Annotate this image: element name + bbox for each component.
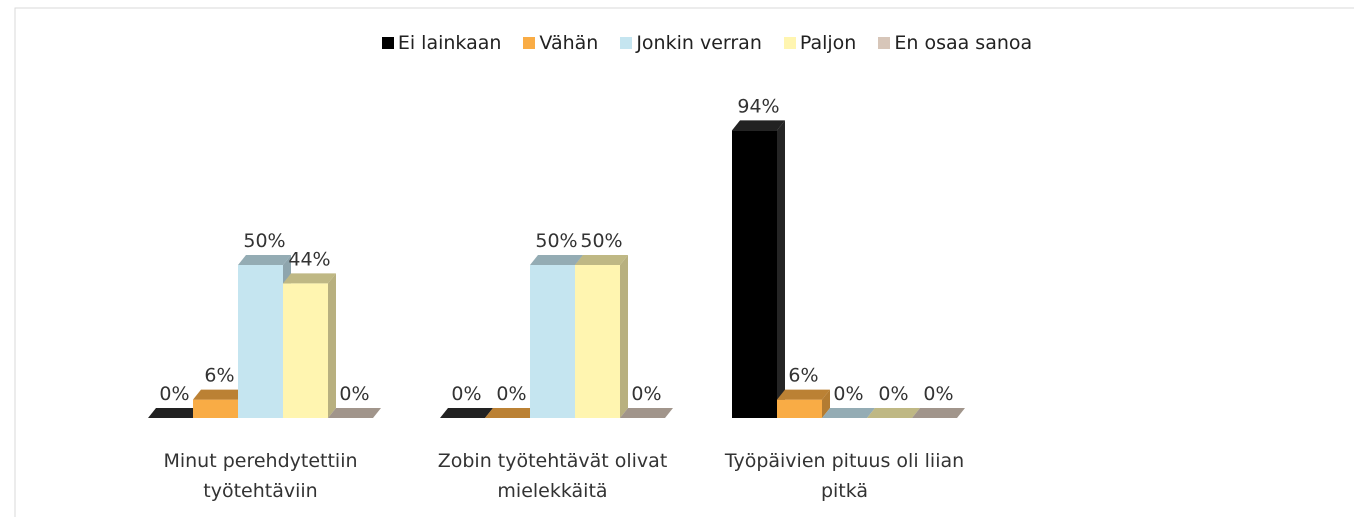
value-label: 0% (451, 383, 481, 405)
bar-top (238, 255, 291, 265)
x-tick-label: Zobin työtehtävät olivat mielekkäitä (437, 450, 668, 502)
bar-front (238, 265, 283, 418)
bar (620, 408, 673, 418)
bar (440, 408, 493, 418)
bar-top (328, 408, 381, 418)
legend-label: Paljon (799, 32, 857, 54)
legend-swatch (878, 37, 891, 49)
legend-swatch (523, 37, 536, 49)
bar-front (777, 399, 822, 418)
value-label: 0% (339, 383, 369, 405)
bar (822, 408, 875, 418)
x-tick-label: Työpäivien pituus oli liian pitkä (724, 450, 965, 502)
value-label: 44% (288, 248, 330, 270)
bar (328, 408, 381, 418)
value-label: 0% (923, 383, 953, 405)
value-label: 0% (833, 383, 863, 405)
bar-front (732, 130, 777, 419)
bar (912, 408, 965, 418)
bar-front (575, 265, 620, 418)
legend-item: Ei lainkaan (381, 32, 502, 54)
bar-top (193, 389, 246, 400)
value-label: 50% (580, 230, 622, 252)
bar (575, 255, 628, 418)
bar-front (530, 265, 575, 418)
bar-side (328, 273, 336, 418)
frame (14, 7, 1354, 517)
bar-top (485, 408, 538, 418)
bar-top (530, 255, 583, 265)
legend-label: En osaa sanoa (894, 32, 1033, 54)
bar (148, 408, 201, 418)
bar-side (777, 120, 785, 419)
value-label: 50% (243, 230, 285, 252)
bar-top (620, 408, 673, 418)
legend-label: Ei lainkaan (397, 32, 502, 54)
value-label: 0% (631, 383, 661, 405)
value-label: 50% (535, 230, 577, 252)
legend-item: Jonkin verran (620, 32, 762, 54)
bar-top (777, 389, 830, 400)
legend-label: Jonkin verran (636, 32, 762, 54)
bar-front (193, 399, 238, 418)
bar (485, 408, 538, 418)
value-label: 0% (878, 383, 908, 405)
value-label: 94% (737, 95, 779, 117)
bar-top (440, 408, 493, 418)
bar-top (575, 255, 628, 265)
legend: Ei lainkaan Vähän Jonkin verran Paljon En os… (0, 32, 1354, 54)
bar (283, 273, 336, 418)
bar-top (912, 408, 965, 418)
legend-item: En osaa sanoa (878, 32, 1032, 54)
bar-front (283, 283, 328, 418)
legend-swatch (783, 37, 796, 49)
legend-item: Vähän (523, 32, 598, 54)
bar-top (283, 273, 336, 284)
bar (867, 408, 920, 418)
legend-swatch (381, 37, 394, 49)
bar (732, 120, 785, 419)
x-tick-label: Minut perehdytettiin työtehtäviin (163, 450, 358, 502)
bar-top (822, 408, 875, 418)
value-label: 0% (496, 383, 526, 405)
value-label: 6% (788, 365, 818, 387)
bar-top (867, 408, 920, 418)
value-label: 6% (204, 365, 234, 387)
legend-item: Paljon (783, 32, 857, 54)
bar-side (620, 255, 628, 418)
legend-label: Vähän (539, 32, 599, 54)
bar-top (148, 408, 201, 418)
value-label: 0% (159, 383, 189, 405)
bar-top (732, 120, 785, 131)
bar-side (822, 389, 830, 418)
bar (777, 389, 830, 418)
legend-swatch (620, 37, 633, 49)
